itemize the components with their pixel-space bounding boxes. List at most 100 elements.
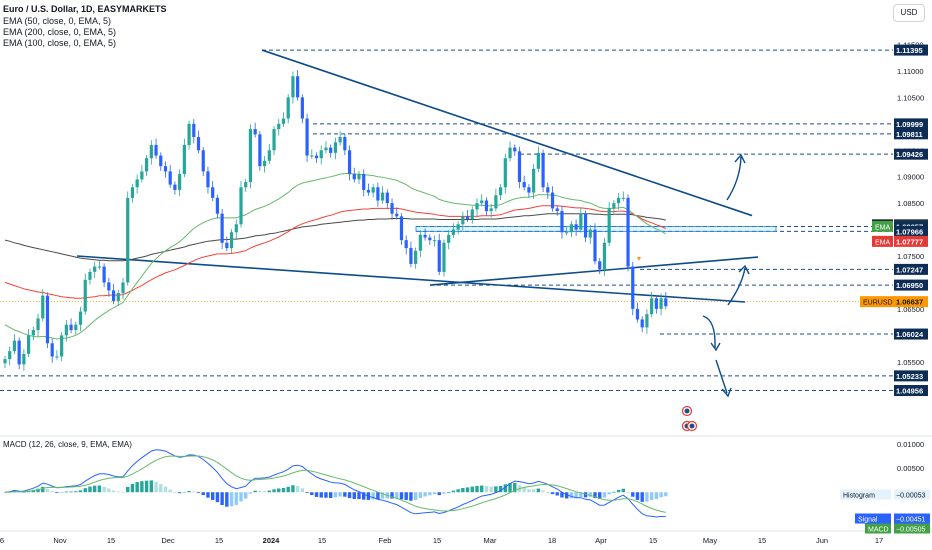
projection-arrow-down (702, 315, 716, 349)
candle-body (583, 213, 588, 238)
histogram-bar (239, 492, 243, 502)
histogram-bar (531, 489, 536, 493)
candle-body (145, 158, 149, 172)
macd-tag-box (855, 513, 891, 524)
histogram-bar (451, 490, 456, 493)
price-label-text: 1.06024 (896, 330, 924, 339)
histogram-bar (376, 492, 380, 500)
price-label-text: 1.11395 (896, 46, 923, 55)
candle-body (470, 209, 474, 219)
candle-body (541, 152, 545, 188)
y-axis-tick-label: 1.06500 (897, 305, 924, 314)
price-label-box (894, 370, 928, 382)
candle-body (451, 229, 455, 235)
ema100-legend[interactable]: EMA (100, close, 0, EMA, 5) (3, 38, 117, 48)
candle-body (74, 324, 78, 331)
histogram-bar (399, 492, 404, 500)
candle-body (3, 359, 7, 364)
histogram-bar (305, 492, 309, 494)
candles-group (3, 69, 668, 371)
histogram-bar (432, 492, 437, 495)
candle-body (69, 324, 73, 331)
x-axis-tick-label: Dec (161, 536, 175, 545)
histogram-bar (442, 492, 446, 494)
candle-body (343, 137, 347, 151)
histogram-bar (593, 492, 597, 499)
histogram-bar (234, 492, 238, 505)
histogram-bar (456, 489, 460, 493)
candle-body (107, 282, 111, 291)
price-label-box (894, 296, 928, 308)
ema50-legend[interactable]: EMA (50, close, 0, EMA, 5) (3, 16, 112, 26)
candle-body (178, 174, 182, 190)
candle-body (97, 266, 101, 268)
candle-body (88, 271, 92, 280)
candle-body (281, 118, 286, 124)
x-axis-tick-label: May (703, 536, 717, 545)
candle-body (437, 240, 441, 272)
candle-body (399, 216, 404, 241)
candle-body (447, 234, 451, 243)
histogram-bar (409, 492, 413, 501)
x-axis-tick-label: 18 (548, 536, 556, 545)
macd-tag-text: MACD (868, 527, 889, 534)
candle-body (513, 147, 517, 152)
candle-body (192, 123, 196, 138)
candle-body (418, 234, 422, 251)
price-label-text: 1.06950 (896, 281, 923, 290)
histogram-bar (404, 492, 408, 500)
chart-title: Euro / U.S. Dollar, 1D, EASYMARKETS (3, 4, 167, 14)
histogram-bar (45, 488, 50, 493)
histogram-bar (107, 488, 111, 493)
histogram-bar (546, 492, 550, 493)
candle-body (36, 318, 40, 331)
y-axis-tick-label: 1.11000 (897, 67, 924, 76)
histogram-bar (574, 492, 578, 499)
price-label-text: 1.07247 (896, 265, 923, 274)
candle-body (163, 166, 168, 172)
candle-body (267, 150, 271, 161)
candle-body (182, 144, 186, 175)
candle-body (102, 266, 106, 283)
candle-body (225, 242, 229, 249)
candle-body (215, 197, 219, 214)
histogram-bar (192, 491, 196, 493)
histogram-bar (498, 486, 503, 493)
candle-body (140, 171, 144, 180)
ema50-line (4, 173, 667, 340)
y-axis-tick-label: 1.05500 (897, 358, 924, 367)
candle-body (305, 118, 309, 156)
event-icon-center (684, 408, 690, 414)
candle-body (130, 187, 135, 198)
macd-tag-text: Histogram (843, 493, 875, 500)
candle-body (475, 203, 479, 210)
histogram-bar (50, 491, 54, 493)
candle-body (366, 189, 371, 193)
candle-body (310, 155, 314, 157)
histogram-bar (286, 486, 290, 493)
candle-body (291, 76, 295, 98)
candle-body (253, 129, 257, 135)
candle-body (612, 203, 616, 209)
histogram-bar (69, 491, 73, 493)
candle-body (168, 171, 172, 185)
candle-body (45, 295, 50, 344)
candle-body (159, 155, 163, 167)
y-axis-tick-label: 1.09000 (897, 173, 924, 182)
histogram-bar (371, 492, 375, 500)
candle-body (617, 197, 621, 204)
candle-body (300, 97, 304, 119)
candle-body (27, 335, 31, 354)
histogram-bar (616, 489, 621, 493)
candle-body (550, 192, 555, 209)
x-axis-tick-label: 15 (107, 536, 115, 545)
currency-button[interactable]: USD (893, 4, 925, 22)
candle-body (319, 150, 323, 159)
ema200-legend[interactable]: EMA (200, close, 0, EMA, 5) (3, 27, 117, 37)
histogram-bar (130, 483, 135, 493)
candle-body (329, 147, 333, 153)
price-label-box (894, 148, 928, 160)
histogram-bar (550, 492, 555, 495)
candle-body (385, 192, 389, 204)
